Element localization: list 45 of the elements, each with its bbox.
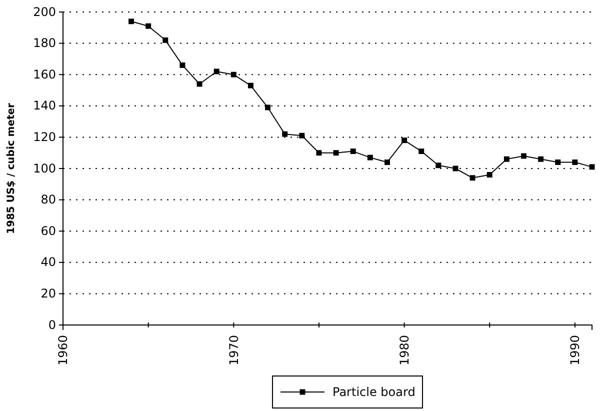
point: [128, 18, 134, 24]
x-tick-label: 1970: [226, 335, 241, 366]
point: [504, 156, 510, 162]
y-tick-label: 160: [33, 67, 56, 82]
y-tick-label: 0: [48, 318, 56, 332]
x-tick-label: 1990: [568, 335, 582, 366]
point: [333, 150, 339, 156]
point: [452, 166, 458, 172]
legend-label: Particle board: [332, 385, 416, 400]
y-tick-label: 120: [33, 130, 56, 144]
point: [282, 131, 288, 137]
point: [230, 72, 236, 78]
point: [214, 68, 220, 74]
x-tick-label: 1960: [56, 335, 70, 366]
point: [350, 148, 356, 154]
x-tick-label: 1980: [397, 335, 412, 366]
point: [299, 132, 305, 138]
point: [418, 148, 424, 154]
point: [367, 154, 373, 160]
point: [162, 37, 168, 43]
y-tick-label: 180: [33, 36, 56, 50]
point: [265, 104, 271, 110]
y-tick-label: 140: [33, 98, 56, 113]
point: [589, 164, 595, 170]
point: [384, 160, 390, 165]
point: [180, 62, 186, 68]
point: [572, 160, 578, 165]
point: [402, 138, 408, 144]
point: [538, 156, 544, 162]
point: [486, 172, 492, 178]
y-tick-label: 60: [40, 224, 56, 238]
y-tick-label: 20: [40, 286, 56, 301]
point: [316, 150, 322, 156]
y-tick-label: 200: [33, 4, 56, 19]
y-tick-label: 80: [40, 192, 56, 207]
y-tick-label: 40: [40, 255, 56, 270]
point: [196, 81, 202, 87]
point: [248, 82, 254, 88]
point: [521, 153, 526, 159]
point: [146, 23, 152, 29]
point: [555, 160, 561, 165]
point: [470, 175, 476, 181]
y-axis-title: 1985 US$ / cubic meter: [6, 102, 17, 234]
y-tick-label: 100: [33, 161, 56, 176]
point: [436, 162, 442, 168]
